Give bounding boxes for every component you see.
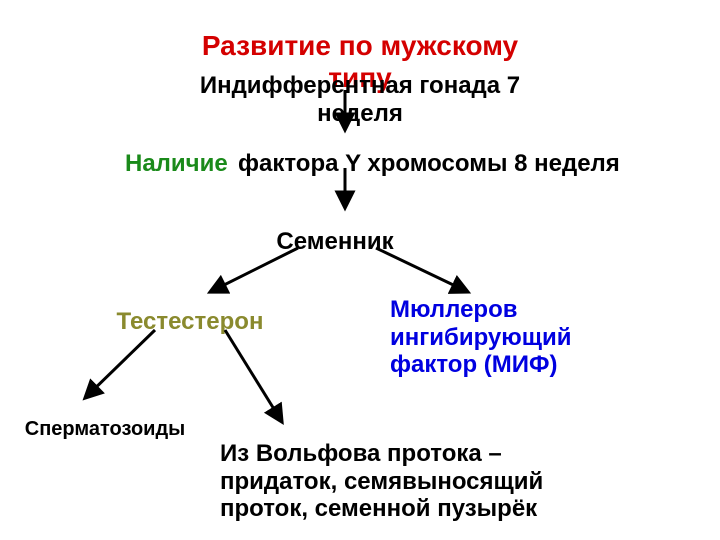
arrow-layer xyxy=(0,0,720,540)
a5 xyxy=(85,330,155,398)
a6 xyxy=(225,330,282,422)
a4 xyxy=(376,248,468,292)
a3 xyxy=(210,248,298,292)
diagram-canvas: Развитие по мужскому типу Индифферентная… xyxy=(0,0,720,540)
